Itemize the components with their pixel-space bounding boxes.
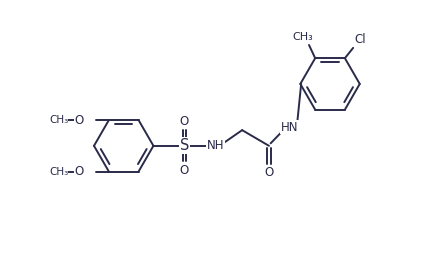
Text: CH₃: CH₃ [293,32,313,42]
Text: O: O [264,166,274,179]
Text: O: O [74,114,83,127]
Text: O: O [74,165,83,178]
Text: CH₃: CH₃ [49,115,68,125]
Text: NH: NH [207,139,224,152]
Text: S: S [180,138,189,153]
Text: HN: HN [281,121,298,134]
Text: O: O [180,115,189,128]
Text: O: O [180,164,189,177]
Text: Cl: Cl [355,33,366,46]
Text: CH₃: CH₃ [49,167,68,176]
